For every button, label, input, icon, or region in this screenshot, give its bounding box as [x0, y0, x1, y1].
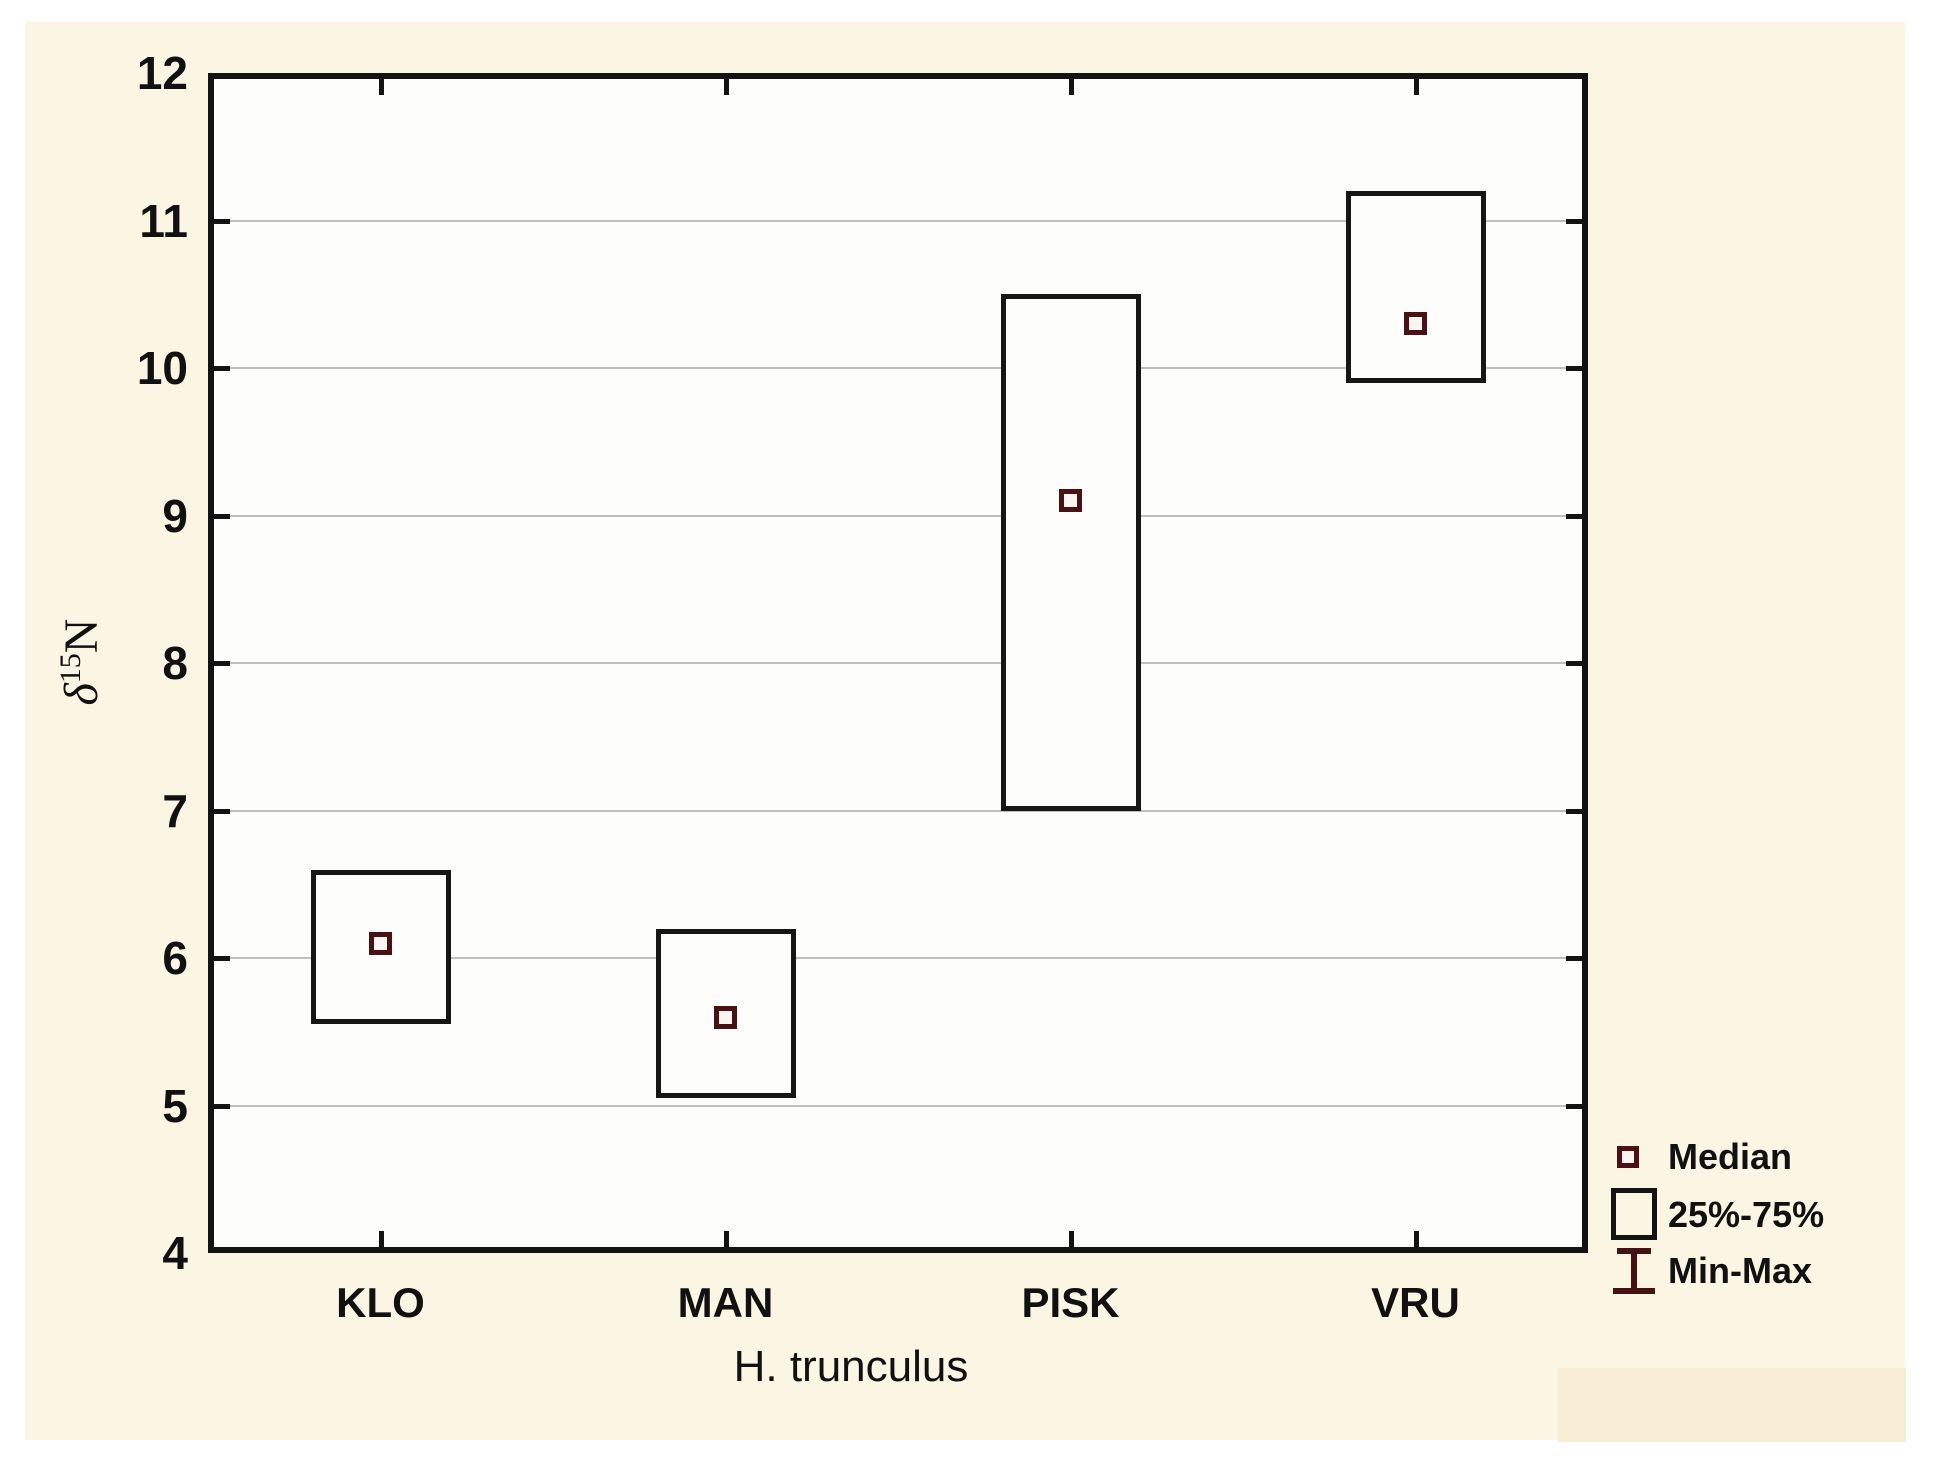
y-tick-left-5: [214, 1103, 230, 1109]
y-tick-label-7: 7: [162, 784, 188, 837]
x-tick-label-MAN: MAN: [677, 1279, 774, 1326]
watermark-patch: [1558, 1368, 1906, 1442]
legend-label-median: Median: [1668, 1136, 1793, 1177]
box-VRU: [1345, 191, 1486, 383]
x-tick-top-KLO: [378, 79, 384, 95]
x-tick-top-MAN: [723, 79, 729, 95]
y-tick-left-7: [214, 808, 230, 814]
x-tick-top-VRU: [1413, 79, 1419, 95]
y-axis-title-superscript: 15: [54, 653, 87, 684]
y-tick-label-5: 5: [162, 1079, 188, 1132]
y-tick-label-4: 4: [162, 1227, 188, 1279]
x-tick-bottom-MAN: [723, 1231, 729, 1247]
gridline-5: [214, 1104, 1582, 1107]
legend-label-iqr: 25%-75%: [1668, 1194, 1825, 1235]
plot-frame-right: [1582, 73, 1588, 1253]
y-tick-left-10: [214, 366, 230, 371]
y-tick-left-9: [214, 513, 230, 519]
plot-frame-left: [208, 73, 214, 1253]
plot-frame-top: [208, 73, 1588, 79]
x-tick-label-VRU: VRU: [1371, 1279, 1460, 1326]
box-PISK: [1000, 294, 1141, 811]
y-tick-right-5: [1566, 1103, 1582, 1109]
y-axis-title-main: N: [55, 618, 108, 654]
x-tick-bottom-VRU: [1413, 1231, 1419, 1247]
y-tick-right-11: [1566, 218, 1582, 224]
plot-frame-bottom: [208, 1247, 1588, 1253]
y-tick-label-10: 10: [136, 342, 188, 394]
y-axis-title-delta: δ: [55, 683, 108, 706]
x-axis-title: H. trunculus: [733, 1342, 969, 1391]
y-tick-left-6: [214, 956, 230, 961]
x-tick-label-PISK: PISK: [1021, 1279, 1120, 1326]
y-tick-label-9: 9: [162, 489, 188, 542]
y-tick-label-11: 11: [139, 194, 188, 247]
legend-label-minmax: Min-Max: [1668, 1250, 1812, 1291]
y-tick-right-7: [1566, 808, 1582, 814]
gridline-8: [214, 662, 1582, 664]
x-tick-bottom-KLO: [378, 1231, 384, 1247]
median-marker-PISK: [1059, 489, 1082, 512]
median-marker-MAN: [714, 1006, 737, 1029]
y-tick-right-6: [1566, 956, 1582, 961]
y-tick-label-12: 12: [136, 47, 188, 99]
x-tick-top-PISK: [1068, 79, 1074, 95]
gridline-11: [214, 219, 1582, 222]
gridline-7: [214, 809, 1582, 812]
plot-area: [208, 73, 1588, 1253]
x-tick-bottom-PISK: [1068, 1231, 1074, 1247]
median-marker-KLO: [369, 932, 392, 955]
median-marker-VRU: [1404, 312, 1427, 335]
gridline-9: [214, 514, 1582, 517]
y-tick-right-10: [1566, 366, 1582, 371]
x-tick-label-KLO: KLO: [336, 1279, 425, 1326]
gridline-6: [214, 957, 1582, 959]
y-tick-label-8: 8: [162, 637, 188, 689]
y-axis-title: δ15N: [52, 582, 112, 742]
gridline-10: [214, 367, 1582, 369]
minmax-whisker-icon: [1612, 1248, 1656, 1294]
y-tick-left-11: [214, 218, 230, 224]
y-tick-left-8: [214, 661, 230, 666]
median-square-icon: [1617, 1146, 1639, 1168]
y-tick-right-9: [1566, 513, 1582, 519]
iqr-box-icon: [1611, 1188, 1657, 1240]
y-tick-right-8: [1566, 661, 1582, 666]
y-tick-label-6: 6: [162, 932, 188, 984]
